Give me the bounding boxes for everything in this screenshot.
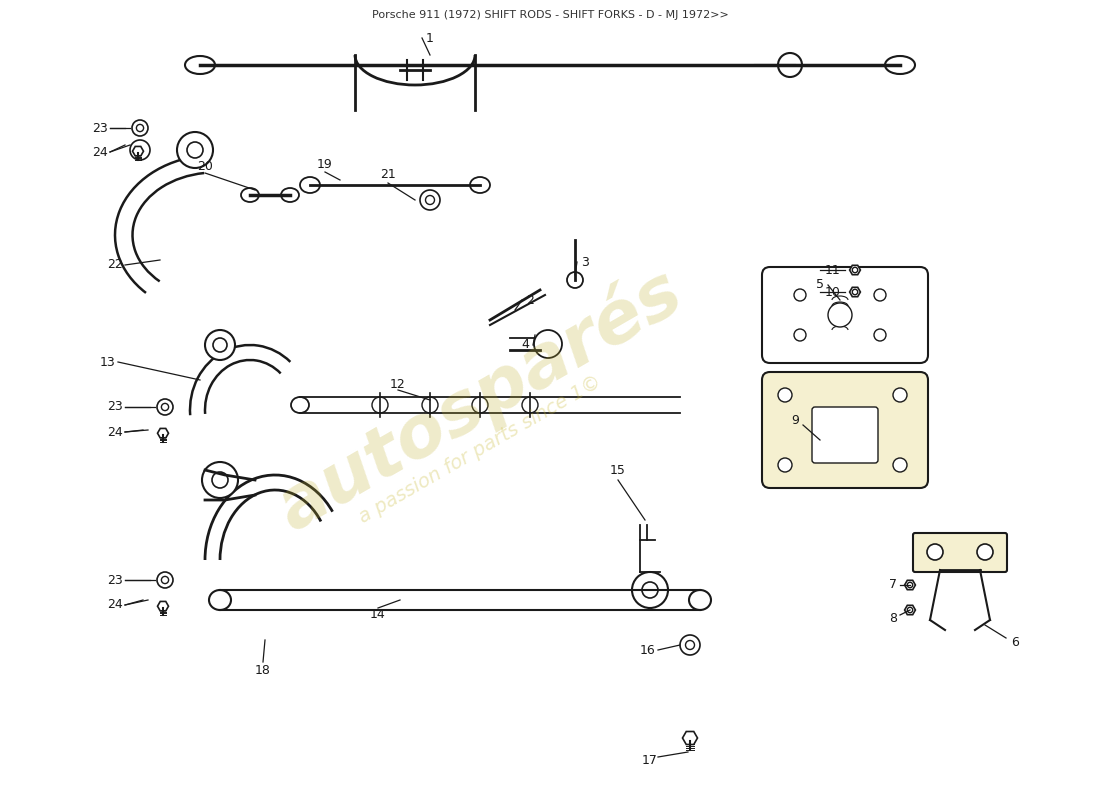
Circle shape — [642, 582, 658, 598]
Circle shape — [893, 388, 907, 402]
Ellipse shape — [522, 397, 538, 413]
Circle shape — [420, 190, 440, 210]
Text: 19: 19 — [317, 158, 333, 171]
Ellipse shape — [280, 188, 299, 202]
Circle shape — [566, 272, 583, 288]
Circle shape — [534, 330, 562, 358]
Circle shape — [205, 330, 235, 360]
Text: 20: 20 — [197, 161, 213, 174]
Circle shape — [680, 635, 700, 655]
Text: 4: 4 — [521, 338, 529, 351]
Ellipse shape — [472, 397, 488, 413]
Text: 14: 14 — [370, 609, 386, 622]
Text: 9: 9 — [791, 414, 799, 426]
Ellipse shape — [689, 590, 711, 610]
Text: 18: 18 — [255, 663, 271, 677]
Text: 23: 23 — [92, 122, 108, 134]
Text: 1: 1 — [426, 31, 433, 45]
Text: autosparés: autosparés — [265, 255, 695, 545]
FancyBboxPatch shape — [762, 372, 928, 488]
Circle shape — [132, 120, 148, 136]
Circle shape — [136, 124, 144, 131]
Ellipse shape — [241, 188, 258, 202]
Circle shape — [130, 140, 150, 160]
Text: 15: 15 — [610, 463, 626, 477]
Circle shape — [977, 544, 993, 560]
Circle shape — [778, 388, 792, 402]
Ellipse shape — [422, 397, 438, 413]
Text: 3: 3 — [581, 255, 589, 269]
Text: 7: 7 — [889, 578, 896, 591]
Text: 24: 24 — [107, 598, 123, 611]
Circle shape — [162, 576, 168, 584]
Text: Porsche 911 (1972) SHIFT RODS - SHIFT FORKS - D - MJ 1972>>: Porsche 911 (1972) SHIFT RODS - SHIFT FO… — [372, 10, 728, 20]
Circle shape — [157, 572, 173, 588]
Text: 24: 24 — [92, 146, 108, 158]
Text: 12: 12 — [390, 378, 406, 391]
Text: 23: 23 — [107, 401, 123, 414]
Circle shape — [794, 329, 806, 341]
Text: 16: 16 — [640, 643, 656, 657]
Text: 21: 21 — [381, 169, 396, 182]
Circle shape — [162, 403, 168, 410]
Text: 6: 6 — [1011, 635, 1019, 649]
Text: 23: 23 — [107, 574, 123, 586]
Text: 17: 17 — [642, 754, 658, 766]
Circle shape — [685, 641, 694, 650]
Circle shape — [426, 195, 434, 205]
Text: 2: 2 — [526, 294, 534, 306]
Circle shape — [202, 462, 238, 498]
Circle shape — [908, 582, 913, 588]
Ellipse shape — [470, 177, 490, 193]
Circle shape — [908, 607, 913, 613]
Circle shape — [874, 329, 886, 341]
FancyBboxPatch shape — [762, 267, 928, 363]
Text: a passion for parts since 1©: a passion for parts since 1© — [355, 373, 605, 527]
Circle shape — [874, 289, 886, 301]
Ellipse shape — [209, 590, 231, 610]
FancyBboxPatch shape — [913, 533, 1007, 572]
Circle shape — [778, 53, 802, 77]
Text: 5: 5 — [816, 278, 824, 291]
Circle shape — [213, 338, 227, 352]
Circle shape — [177, 132, 213, 168]
FancyBboxPatch shape — [812, 407, 878, 463]
Ellipse shape — [185, 56, 214, 74]
Circle shape — [632, 572, 668, 608]
Text: 22: 22 — [107, 258, 123, 271]
Ellipse shape — [292, 397, 309, 413]
Text: 13: 13 — [100, 355, 116, 369]
Circle shape — [212, 472, 228, 488]
Circle shape — [187, 142, 204, 158]
Ellipse shape — [300, 177, 320, 193]
Ellipse shape — [886, 56, 915, 74]
Circle shape — [833, 423, 847, 437]
Circle shape — [828, 303, 852, 327]
Text: 11: 11 — [825, 263, 840, 277]
Circle shape — [927, 544, 943, 560]
Circle shape — [852, 290, 858, 294]
Circle shape — [794, 289, 806, 301]
Circle shape — [778, 458, 792, 472]
Text: 8: 8 — [889, 611, 896, 625]
Circle shape — [852, 267, 858, 273]
Circle shape — [157, 399, 173, 415]
Text: 10: 10 — [825, 286, 840, 298]
Circle shape — [893, 458, 907, 472]
Ellipse shape — [372, 397, 388, 413]
Text: 24: 24 — [107, 426, 123, 438]
